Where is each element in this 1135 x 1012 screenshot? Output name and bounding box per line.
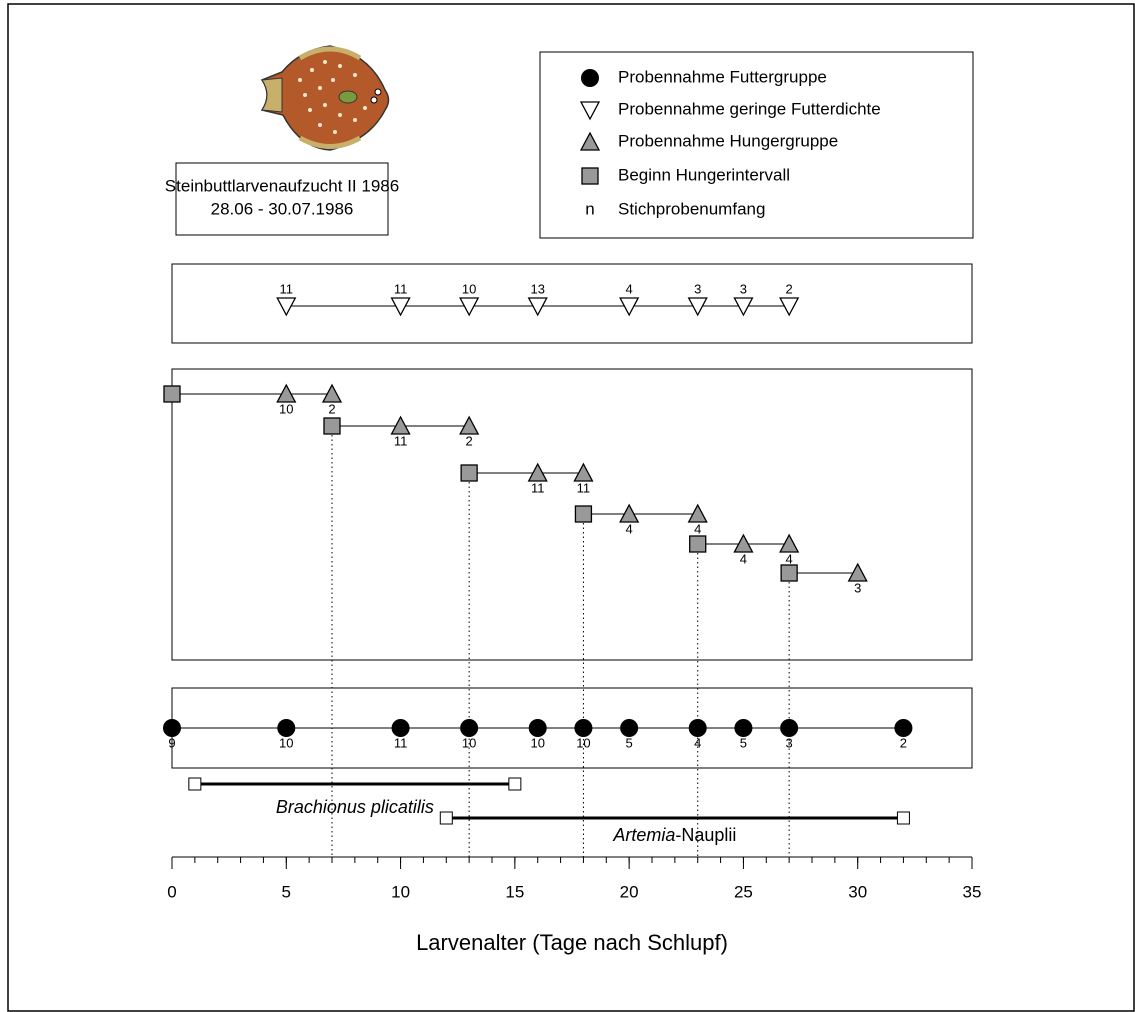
- hunger-start-marker: [461, 465, 477, 481]
- hunger-start-marker: [690, 536, 706, 552]
- sample-size-label: 4: [786, 551, 793, 566]
- sample-size-label: 10: [462, 735, 476, 750]
- x-tick-label: 35: [963, 882, 982, 901]
- legend-symbol: [581, 69, 599, 87]
- fed-marker: [894, 719, 912, 737]
- food-label-rest: -Nauplii: [675, 825, 736, 845]
- fed-marker: [460, 719, 478, 737]
- sample-size-label: 2: [466, 433, 473, 448]
- hunger-start-marker: [781, 565, 797, 581]
- food-label-italic: Brachionus plicatilis: [276, 797, 434, 817]
- fed-marker: [277, 719, 295, 737]
- sample-size-label: 11: [394, 433, 408, 448]
- x-axis-label: Larvenalter (Tage nach Schlupf): [416, 930, 728, 955]
- x-tick-label: 30: [848, 882, 867, 901]
- sample-size-label: 4: [626, 521, 633, 536]
- legend-label: Probennahme Futtergruppe: [618, 67, 827, 86]
- sample-size-label: 11: [394, 281, 408, 296]
- legend-label: Probennahme geringe Futterdichte: [618, 99, 881, 118]
- sample-size-label: 4: [694, 735, 701, 750]
- sample-size-label: 10: [530, 735, 544, 750]
- chart: Steinbuttlarvenaufzucht II 1986 28.06 - …: [0, 0, 1135, 1012]
- sample-size-label: 2: [786, 281, 793, 296]
- hunger-start-marker: [575, 506, 591, 522]
- food-period-end: [897, 812, 909, 824]
- sample-size-label: 9: [168, 735, 175, 750]
- food-period-end: [509, 778, 521, 790]
- sample-size-label: 11: [577, 480, 591, 495]
- food-period-end: [189, 778, 201, 790]
- food-period-end: [440, 812, 452, 824]
- fed-marker: [620, 719, 638, 737]
- x-tick-label: 25: [734, 882, 753, 901]
- sample-size-label: 11: [394, 735, 408, 750]
- sample-size-label: 3: [786, 735, 793, 750]
- fed-marker: [163, 719, 181, 737]
- sample-size-label: 2: [328, 401, 335, 416]
- hunger-start-marker: [164, 386, 180, 402]
- sample-size-label: 13: [530, 281, 544, 296]
- food-label: Artemia-Nauplii: [612, 825, 736, 845]
- chart-title: Steinbuttlarvenaufzucht II 1986: [165, 176, 399, 195]
- x-tick-label: 20: [620, 882, 639, 901]
- sample-size-label: 5: [740, 735, 747, 750]
- x-tick-label: 5: [282, 882, 291, 901]
- food-label: Brachionus plicatilis: [276, 797, 434, 817]
- sample-size-label: 3: [694, 281, 701, 296]
- sample-size-label: 11: [280, 281, 294, 296]
- fed-marker: [734, 719, 752, 737]
- sample-size-label: 3: [854, 580, 861, 595]
- sample-size-label: 10: [279, 401, 293, 416]
- sample-size-label: 2: [900, 735, 907, 750]
- legend-label: Stichprobenumfang: [618, 199, 765, 218]
- legend-symbol: n: [585, 199, 594, 218]
- fed-marker: [780, 719, 798, 737]
- fed-marker: [689, 719, 707, 737]
- x-tick-label: 0: [167, 882, 176, 901]
- fed-marker: [529, 719, 547, 737]
- sample-size-label: 10: [576, 735, 590, 750]
- sample-size-label: 5: [626, 735, 633, 750]
- fed-marker: [574, 719, 592, 737]
- legend-label: Probennahme Hungergruppe: [618, 131, 838, 150]
- hunger-start-marker: [324, 418, 340, 434]
- sample-size-label: 10: [462, 281, 476, 296]
- legend-label: Beginn Hungerintervall: [618, 165, 790, 184]
- sample-size-label: 10: [279, 735, 293, 750]
- sample-size-label: 4: [694, 521, 701, 536]
- sample-size-label: 4: [626, 281, 633, 296]
- food-label-italic: Artemia: [612, 825, 675, 845]
- x-tick-label: 15: [505, 882, 524, 901]
- chart-subtitle: 28.06 - 30.07.1986: [211, 199, 354, 218]
- sample-size-label: 3: [740, 281, 747, 296]
- fed-marker: [392, 719, 410, 737]
- sample-size-label: 4: [740, 551, 747, 566]
- legend-symbol: [582, 168, 598, 184]
- sample-size-label: 11: [531, 480, 545, 495]
- x-tick-label: 10: [391, 882, 410, 901]
